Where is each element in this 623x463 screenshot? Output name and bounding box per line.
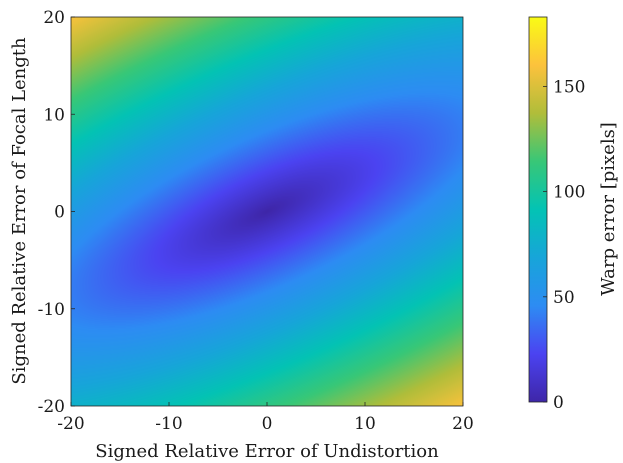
- x-axis-ticks: -20 -10 0 10 20: [57, 402, 474, 434]
- colorbar-frame: [528, 16, 548, 403]
- x-tick-label: 0: [262, 414, 273, 434]
- colorbar-ticks: 0 50 100 150: [543, 77, 585, 413]
- colorbar: 0 50 100 150 Warp error [pixels]: [528, 16, 619, 413]
- colorbar-tick-label: 150: [553, 77, 585, 97]
- colorbar-gradient: [529, 17, 547, 402]
- colorbar-tick-label: 100: [553, 183, 585, 203]
- heatmap-field: [71, 17, 463, 406]
- colorbar-tick-label: 50: [553, 288, 575, 308]
- heatmap-plot-area: [70, 16, 464, 407]
- x-tick-label: 10: [354, 414, 376, 434]
- y-axis-label: Signed Relative Error of Focal Length: [9, 37, 30, 385]
- y-tick-label: 10: [43, 105, 65, 125]
- colorbar-label: Warp error [pixels]: [598, 122, 619, 296]
- x-axis-label: Signed Relative Error of Undistortion: [95, 441, 439, 462]
- x-tick-label: -20: [57, 414, 84, 434]
- y-tick-label: 20: [43, 8, 65, 28]
- y-tick-label: 0: [54, 203, 65, 223]
- x-tick-label: -10: [155, 414, 182, 434]
- y-tick-label: -10: [38, 300, 65, 320]
- y-tick-label: -20: [38, 397, 65, 417]
- colorbar-tick-label: 0: [553, 393, 564, 413]
- x-tick-label: 20: [452, 414, 474, 434]
- y-axis-ticks: -20 -10 0 10 20: [38, 8, 75, 417]
